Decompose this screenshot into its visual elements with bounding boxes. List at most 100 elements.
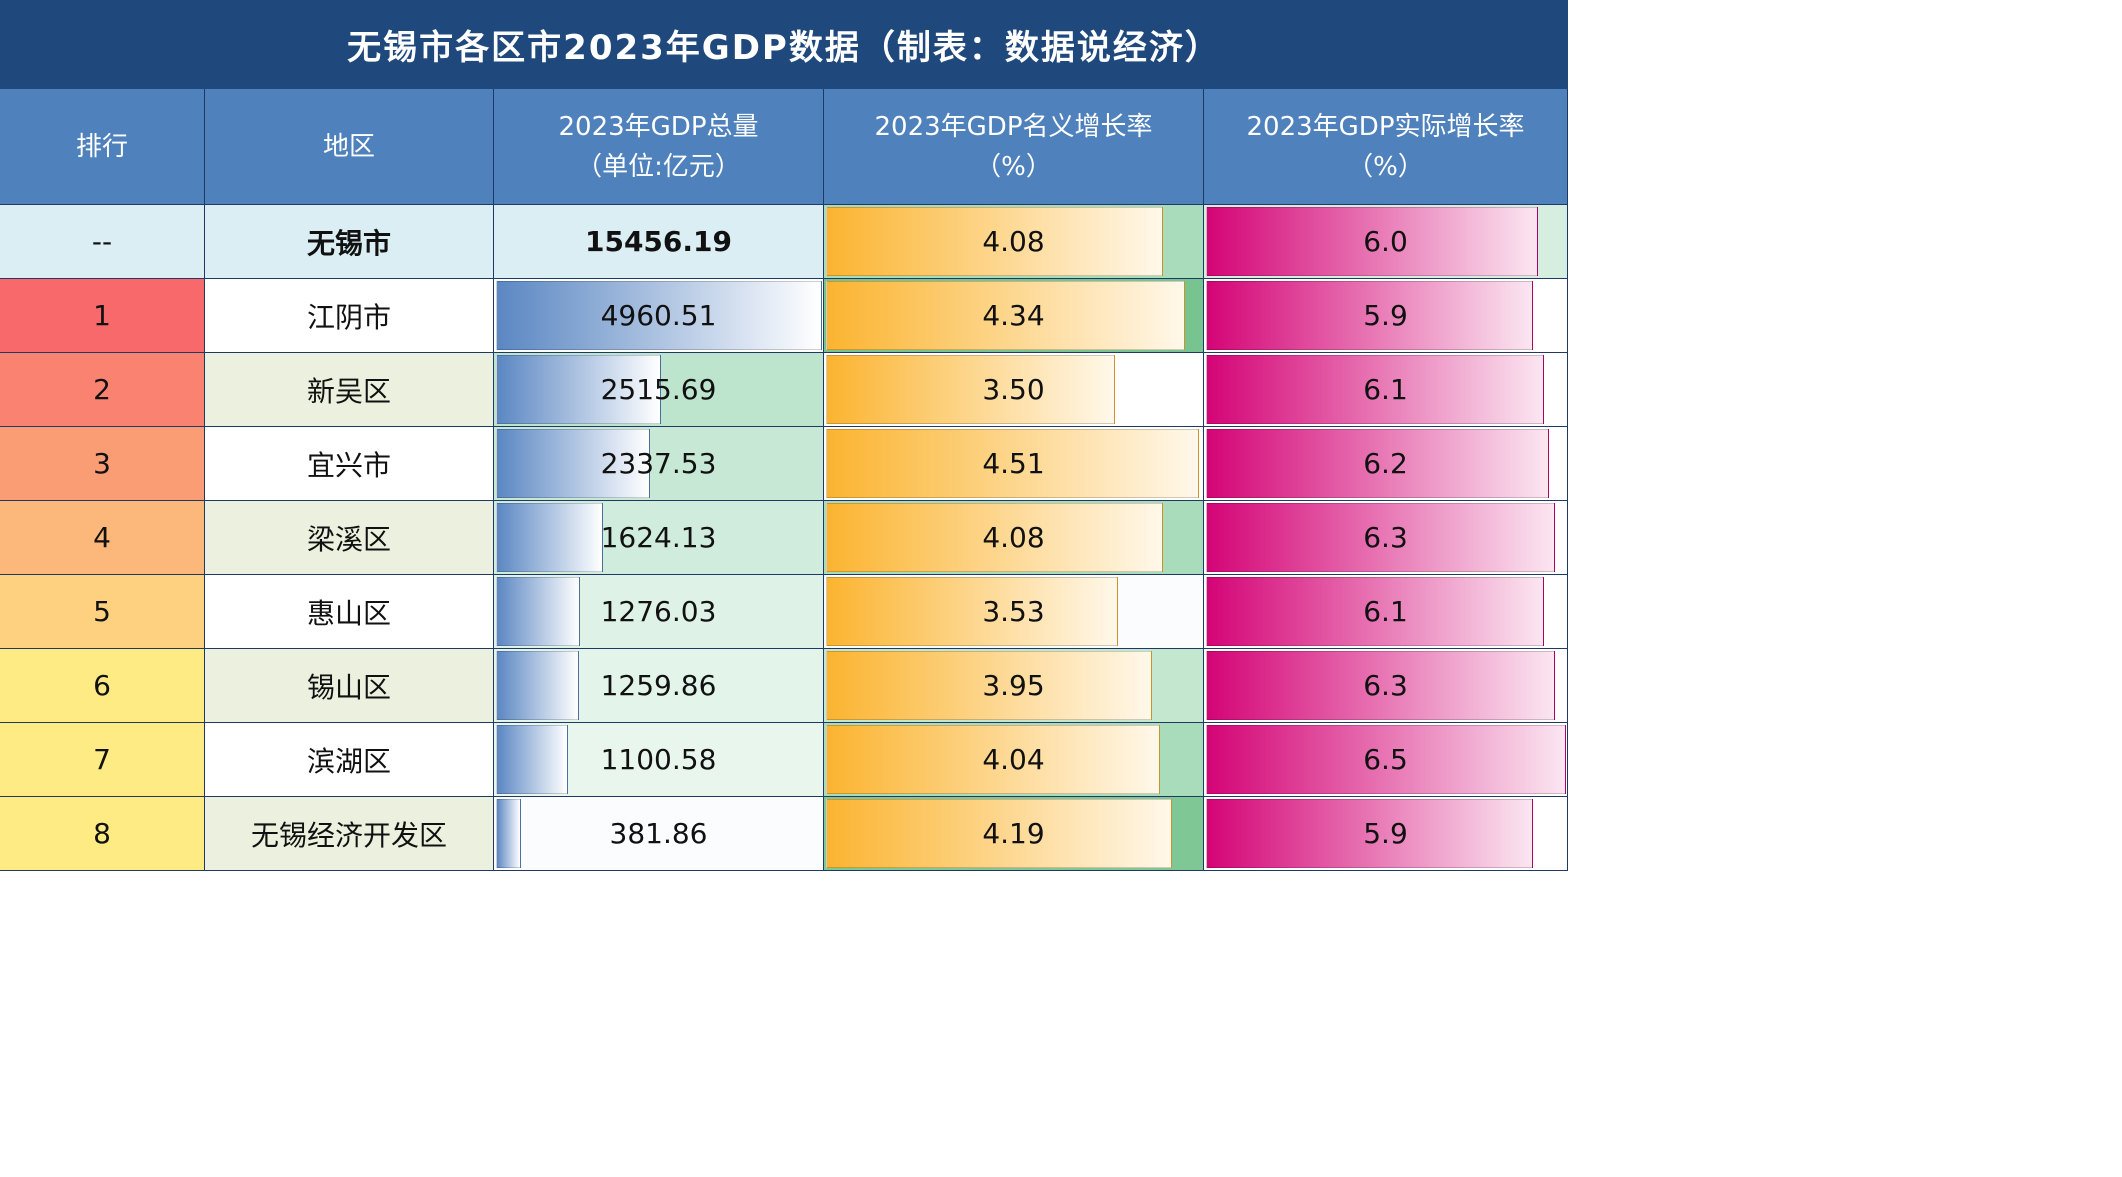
rank-cell: 3	[0, 427, 205, 501]
gdp-value: 4960.51	[600, 299, 717, 332]
nominal-growth-value: 4.04	[982, 743, 1045, 776]
region-cell: 锡山区	[205, 649, 494, 723]
rank-text: 7	[93, 743, 111, 776]
gdp-bar	[496, 651, 579, 720]
region-cell: 惠山区	[205, 575, 494, 649]
gdp-bar	[496, 281, 822, 350]
gdp-value: 1100.58	[600, 743, 717, 776]
real-growth-value: 6.0	[1363, 225, 1408, 258]
header-real-growth: 2023年GDP实际增长率 （%）	[1204, 89, 1568, 205]
nominal-cell: 4.34	[824, 279, 1204, 353]
gdp-bar	[496, 725, 568, 794]
gdp-value: 2515.69	[600, 373, 717, 406]
gdp-cell: 1100.58	[494, 723, 824, 797]
gdp-bar	[496, 355, 661, 424]
table-title: 无锡市各区市2023年GDP数据（制表：数据说经济）	[0, 0, 1568, 89]
city-rank-cell: --	[0, 205, 205, 279]
nominal-growth-value: 4.19	[982, 817, 1045, 850]
real-growth-bar	[1206, 725, 1566, 794]
city-nominal-cell: 4.08	[824, 205, 1204, 279]
real-cell: 6.3	[1204, 501, 1568, 575]
nominal-cell: 3.50	[824, 353, 1204, 427]
rank-text: 8	[93, 817, 111, 850]
nominal-growth-value: 4.51	[982, 447, 1045, 480]
nominal-cell: 4.04	[824, 723, 1204, 797]
region-cell: 滨湖区	[205, 723, 494, 797]
region-text: 滨湖区	[306, 744, 391, 778]
district-row: 5 惠山区 1276.03 3.53 6.1	[0, 575, 1568, 649]
gdp-bar	[496, 503, 603, 572]
real-cell: 6.1	[1204, 353, 1568, 427]
nominal-growth-bar	[826, 651, 1152, 720]
nominal-cell: 4.51	[824, 427, 1204, 501]
gdp-table: 排行 地区 2023年GDP总量 （单位:亿元） 2023年GDP名义增长率 （%） 202…	[0, 89, 1568, 871]
real-growth-value: 6.1	[1363, 373, 1408, 406]
real-growth-value: 6.3	[1363, 521, 1408, 554]
real-growth-value: 6.3	[1363, 669, 1408, 702]
gdp-value: 381.86	[609, 817, 708, 850]
region-text: 无锡市	[306, 226, 391, 260]
district-row: 3 宜兴市 2337.53 4.51 6.2	[0, 427, 1568, 501]
rank-text: 5	[93, 595, 111, 628]
region-text: 锡山区	[306, 670, 391, 704]
rank-cell: 6	[0, 649, 205, 723]
gdp-cell: 1276.03	[494, 575, 824, 649]
city-real-cell: 6.0	[1204, 205, 1568, 279]
real-cell: 5.9	[1204, 797, 1568, 871]
city-gdp-cell: 15456.19	[494, 205, 824, 279]
header-nominal-growth-line2: （%）	[975, 151, 1052, 182]
nominal-growth-value: 3.95	[982, 669, 1045, 702]
nominal-growth-bar	[826, 429, 1199, 498]
rank-cell: 8	[0, 797, 205, 871]
real-growth-bar	[1206, 503, 1555, 572]
nominal-cell: 3.53	[824, 575, 1204, 649]
nominal-growth-value: 4.08	[982, 225, 1045, 258]
nominal-growth-bar	[826, 799, 1172, 868]
nominal-growth-bar	[826, 207, 1163, 276]
region-cell: 新吴区	[205, 353, 494, 427]
region-cell: 梁溪区	[205, 501, 494, 575]
gdp-cell: 2515.69	[494, 353, 824, 427]
real-growth-bar	[1206, 577, 1544, 646]
header-gdp: 2023年GDP总量 （单位:亿元）	[494, 89, 824, 205]
nominal-cell: 4.08	[824, 501, 1204, 575]
gdp-bar	[496, 799, 521, 868]
region-cell: 宜兴市	[205, 427, 494, 501]
header-gdp-line2: （单位:亿元）	[576, 151, 741, 182]
gdp-value: 1624.13	[600, 521, 717, 554]
header-real-growth-line2: （%）	[1347, 151, 1424, 182]
gdp-value: 15456.19	[584, 225, 732, 258]
real-growth-value: 5.9	[1363, 299, 1408, 332]
gdp-value: 1259.86	[600, 669, 717, 702]
gdp-cell: 4960.51	[494, 279, 824, 353]
nominal-growth-value: 4.08	[982, 521, 1045, 554]
region-text: 无锡经济开发区	[250, 818, 447, 852]
real-growth-value: 6.2	[1363, 447, 1408, 480]
gdp-value: 2337.53	[600, 447, 717, 480]
real-growth-bar	[1206, 207, 1538, 276]
nominal-cell: 3.95	[824, 649, 1204, 723]
nominal-cell: 4.19	[824, 797, 1204, 871]
real-growth-value: 6.5	[1363, 743, 1408, 776]
district-row: 4 梁溪区 1624.13 4.08 6.3	[0, 501, 1568, 575]
real-cell: 6.2	[1204, 427, 1568, 501]
real-growth-value: 5.9	[1363, 817, 1408, 850]
header-real-growth-line1: 2023年GDP实际增长率	[1246, 111, 1525, 142]
rank-text: 3	[93, 447, 111, 480]
district-row: 8 无锡经济开发区 381.86 4.19 5.9	[0, 797, 1568, 871]
nominal-growth-value: 4.34	[982, 299, 1045, 332]
rank-cell: 5	[0, 575, 205, 649]
district-row: 1 江阴市 4960.51 4.34 5.9	[0, 279, 1568, 353]
real-growth-bar	[1206, 355, 1544, 424]
rank-text: 6	[93, 669, 111, 702]
region-text: 江阴市	[306, 300, 391, 334]
real-growth-bar	[1206, 651, 1555, 720]
district-row: 7 滨湖区 1100.58 4.04 6.5	[0, 723, 1568, 797]
gdp-bar	[496, 577, 580, 646]
region-text: 惠山区	[306, 596, 391, 630]
gdp-cell: 1624.13	[494, 501, 824, 575]
header-nominal-growth-line1: 2023年GDP名义增长率	[874, 111, 1153, 142]
header-nominal-growth: 2023年GDP名义增长率 （%）	[824, 89, 1204, 205]
nominal-growth-bar	[826, 725, 1160, 794]
real-growth-bar	[1206, 429, 1549, 498]
